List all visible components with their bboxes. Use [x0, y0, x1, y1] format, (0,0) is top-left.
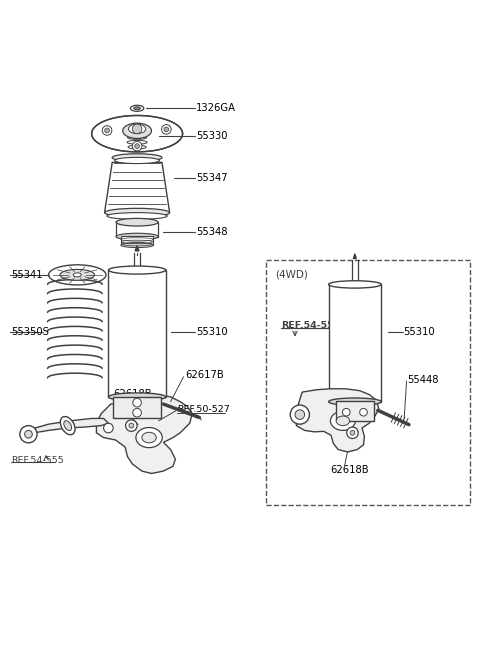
Ellipse shape: [108, 266, 166, 274]
Text: 55310: 55310: [196, 328, 228, 337]
Ellipse shape: [328, 398, 381, 405]
Polygon shape: [96, 394, 192, 474]
Ellipse shape: [136, 428, 162, 447]
Circle shape: [132, 124, 142, 134]
Text: 55348: 55348: [196, 227, 228, 236]
Circle shape: [24, 430, 32, 438]
Circle shape: [290, 405, 310, 424]
Circle shape: [104, 423, 113, 433]
Circle shape: [102, 126, 112, 135]
Ellipse shape: [116, 233, 158, 240]
Ellipse shape: [116, 218, 158, 226]
Polygon shape: [295, 389, 379, 452]
Ellipse shape: [60, 269, 95, 280]
Ellipse shape: [115, 157, 159, 164]
Ellipse shape: [330, 411, 355, 430]
Ellipse shape: [48, 265, 106, 285]
Circle shape: [133, 408, 142, 417]
Polygon shape: [135, 246, 139, 251]
Bar: [108, 270, 166, 397]
Text: 62618B: 62618B: [330, 465, 369, 475]
Ellipse shape: [112, 154, 162, 161]
Ellipse shape: [64, 421, 72, 430]
Polygon shape: [105, 162, 169, 213]
Ellipse shape: [131, 105, 144, 111]
Circle shape: [295, 410, 305, 419]
Ellipse shape: [123, 123, 152, 138]
Text: 55350S: 55350S: [11, 328, 49, 337]
Circle shape: [129, 423, 134, 428]
Circle shape: [164, 127, 169, 132]
Ellipse shape: [134, 107, 141, 110]
Text: REF.54-555: REF.54-555: [281, 320, 340, 329]
Text: 62618B: 62618B: [113, 388, 152, 398]
Circle shape: [162, 124, 171, 134]
Text: 55347: 55347: [196, 173, 228, 183]
Bar: [121, 236, 154, 245]
Text: 1326GA: 1326GA: [196, 103, 236, 113]
Text: 55341: 55341: [11, 270, 43, 280]
Polygon shape: [92, 115, 182, 152]
Circle shape: [360, 408, 367, 416]
Circle shape: [133, 398, 142, 407]
Circle shape: [20, 426, 37, 443]
Ellipse shape: [108, 393, 166, 401]
Ellipse shape: [121, 243, 154, 248]
Ellipse shape: [142, 432, 156, 443]
Bar: [116, 222, 158, 236]
Text: 62617B: 62617B: [185, 370, 224, 381]
Ellipse shape: [128, 145, 146, 149]
Ellipse shape: [129, 124, 146, 134]
Circle shape: [132, 141, 142, 151]
Circle shape: [135, 143, 140, 149]
Text: 55448: 55448: [408, 375, 439, 385]
Circle shape: [347, 427, 358, 439]
Circle shape: [105, 128, 109, 133]
Ellipse shape: [128, 136, 147, 140]
Text: 55330: 55330: [196, 131, 228, 141]
Bar: [328, 284, 381, 402]
Text: 55310: 55310: [404, 328, 435, 337]
Ellipse shape: [73, 273, 81, 277]
Circle shape: [126, 420, 137, 432]
Bar: [266, 261, 470, 504]
Bar: [336, 401, 374, 421]
Ellipse shape: [107, 213, 167, 219]
Ellipse shape: [60, 417, 75, 435]
Polygon shape: [24, 419, 108, 438]
Ellipse shape: [328, 281, 381, 288]
Text: (4WD): (4WD): [275, 269, 308, 279]
Ellipse shape: [105, 208, 169, 217]
Ellipse shape: [127, 140, 147, 144]
Text: REF.54-555: REF.54-555: [11, 456, 64, 465]
Text: REF.50-527: REF.50-527: [177, 405, 229, 415]
Bar: [113, 397, 161, 419]
Circle shape: [350, 430, 355, 435]
Ellipse shape: [336, 416, 349, 426]
Polygon shape: [353, 253, 356, 259]
Circle shape: [342, 408, 350, 416]
